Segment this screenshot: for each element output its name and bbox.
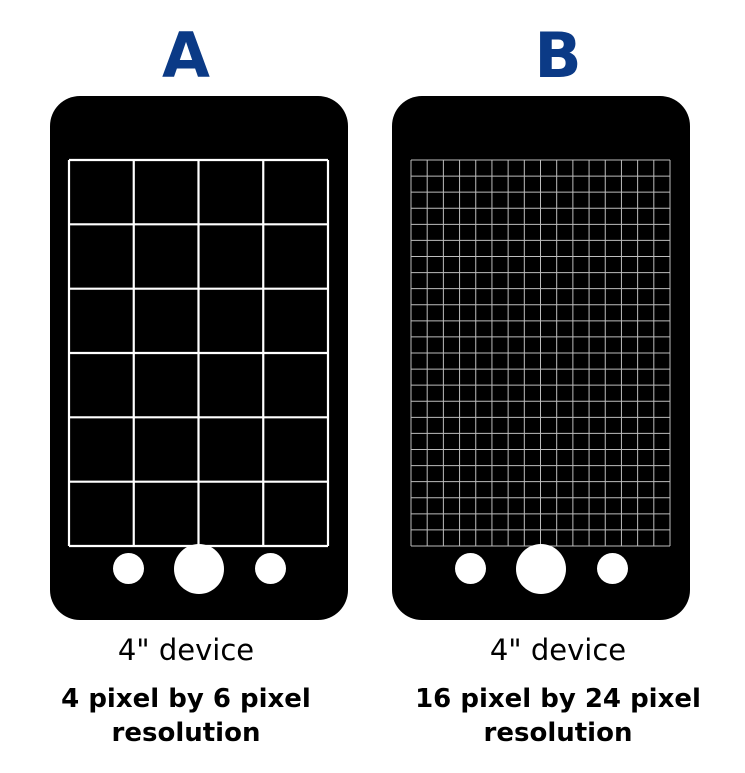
right-button-icon (597, 553, 628, 584)
pixel-grid (410, 159, 671, 547)
panel-letter: A (162, 19, 210, 92)
resolution-line-2: resolution (483, 718, 633, 748)
device-a (50, 96, 348, 620)
left-button-icon (113, 553, 144, 584)
home-button-icon (174, 544, 224, 594)
panel-a: A 4" device 4 pixel by 6 pixel resolutio… (0, 0, 372, 773)
resolution-line-1: 4 pixel by 6 pixel (61, 684, 311, 714)
left-button-icon (455, 553, 486, 584)
panel-letter: B (534, 19, 582, 92)
right-button-icon (255, 553, 286, 584)
resolution-label: 16 pixel by 24 pixel resolution (372, 682, 744, 750)
resolution-line-1: 16 pixel by 24 pixel (415, 684, 701, 714)
device-size-label: 4" device (117, 633, 255, 667)
panel-b: B 4" device 16 pixel by 24 pixel resolut… (372, 0, 744, 773)
pixel-grid (67, 158, 330, 548)
home-button-icon (516, 544, 566, 594)
device-b (392, 96, 690, 620)
resolution-line-2: resolution (111, 718, 261, 748)
device-size-label: 4" device (489, 633, 627, 667)
resolution-label: 4 pixel by 6 pixel resolution (0, 682, 372, 750)
